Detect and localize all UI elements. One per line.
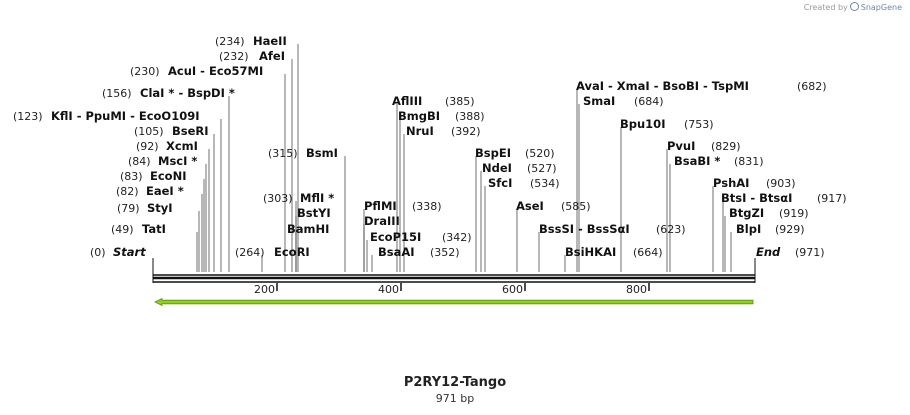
site-name: EaeI * <box>146 184 184 198</box>
ruler: 200 400 600 800 <box>254 283 650 296</box>
site-position: (82) <box>116 185 139 198</box>
site-position: (232) <box>219 50 249 63</box>
site-name: PshAI <box>713 176 749 190</box>
credit-prefix: Created by <box>803 3 848 12</box>
site-position: (831) <box>734 155 764 168</box>
site-position: (585) <box>561 200 591 213</box>
site-name: BssSI - BssSαI <box>539 222 630 236</box>
site-position: (388) <box>455 110 485 123</box>
site-position: (903) <box>766 177 796 190</box>
site-position: (623) <box>656 223 686 236</box>
construct-length: 971 bp <box>435 392 475 405</box>
site-name: TatI <box>142 222 166 236</box>
site-position: (338) <box>412 200 442 213</box>
site-name: NdeI <box>482 161 512 175</box>
site-position: (682) <box>797 80 827 93</box>
site-position: (352) <box>430 246 460 259</box>
site-name: Start <box>113 245 146 259</box>
site-name: MflI * <box>300 191 334 205</box>
site-position: (84) <box>128 155 151 168</box>
site-name: PvuI <box>667 139 695 153</box>
snapgene-credit: Created by SnapGene <box>804 2 902 12</box>
site-position: (929) <box>775 223 805 236</box>
site-position: (829) <box>711 140 741 153</box>
site-name: EcoP15I <box>370 230 421 244</box>
site-position: (156) <box>102 87 132 100</box>
site-name: XcmI <box>166 139 198 153</box>
site-name: BtsI - BtsαI <box>721 191 792 205</box>
site-position: (342) <box>442 231 472 244</box>
site-name: BsmI <box>306 146 338 160</box>
ruler-tick-label: 200 <box>254 283 275 296</box>
feature-arrow <box>154 297 754 307</box>
site-name: BamHI <box>287 222 329 236</box>
site-name: BsaAI <box>378 245 415 259</box>
site-name: NruI <box>406 124 434 138</box>
site-position: (315) <box>268 147 298 160</box>
ruler-tick-label: 400 <box>378 283 399 296</box>
site-name: DraIII <box>364 214 400 228</box>
site-position: (392) <box>451 125 481 138</box>
snapgene-logo-icon <box>849 2 859 11</box>
site-name: BsiHKAI <box>565 245 616 259</box>
site-name: AseI <box>516 199 544 213</box>
site-position: (919) <box>779 207 809 220</box>
site-position: (303) <box>263 192 293 205</box>
site-name: EcoNI <box>150 169 186 183</box>
site-labels: Start(0)TatI(49)StyI(79)EaeI *(82)EcoNI(… <box>13 34 847 259</box>
site-position: (385) <box>445 95 475 108</box>
site-name: BstYI <box>297 206 331 220</box>
site-name: AflIII <box>392 94 422 108</box>
site-position: (105) <box>134 125 164 138</box>
site-position: (684) <box>634 95 664 108</box>
site-name: KflI - PpuMI - EcoO109I <box>51 109 199 123</box>
site-name: AvaI - XmaI - BsoBI - TspMI <box>576 79 749 93</box>
site-position: (79) <box>117 202 140 215</box>
site-name: EcoRI <box>274 245 310 259</box>
site-position: (0) <box>90 246 106 259</box>
site-position: (534) <box>530 177 560 190</box>
ruler-tick-label: 800 <box>626 283 647 296</box>
site-name: PflMI <box>364 199 397 213</box>
credit-brand: SnapGene <box>860 3 902 12</box>
site-name: AfeI <box>259 49 285 63</box>
feature-arrow-shape <box>154 297 754 307</box>
site-position: (917) <box>817 192 847 205</box>
site-position: (234) <box>215 35 245 48</box>
site-position: (264) <box>235 246 265 259</box>
site-name: BmgBI <box>398 109 440 123</box>
site-name: BseRI <box>172 124 209 138</box>
site-name: SfcI <box>488 176 512 190</box>
site-position: (230) <box>130 65 160 78</box>
site-leaders <box>152 44 756 272</box>
site-name: BspEI <box>475 146 511 160</box>
site-name: BtgZI <box>729 206 764 220</box>
ruler-tick-label: 600 <box>502 283 523 296</box>
site-name: SmaI <box>583 94 615 108</box>
site-name: MscI * <box>158 154 197 168</box>
site-position: (49) <box>111 223 134 236</box>
site-name: HaeII <box>253 34 287 48</box>
site-name: AcuI - Eco57MI <box>168 64 263 78</box>
site-name: ClaI * - BspDI * <box>140 86 235 100</box>
site-name: End <box>756 245 781 259</box>
site-position: (83) <box>120 170 143 183</box>
site-position: (753) <box>684 118 714 131</box>
site-position: (123) <box>13 110 43 123</box>
site-name: BsaBI * <box>674 154 720 168</box>
site-name: Bpu10I <box>620 117 665 131</box>
site-name: BlpI <box>736 222 761 236</box>
site-position: (971) <box>795 246 825 259</box>
construct-name: P2RY12-Tango <box>403 375 507 390</box>
site-name: StyI <box>147 201 173 215</box>
site-position: (664) <box>633 246 663 259</box>
site-position: (527) <box>527 162 557 175</box>
site-position: (92) <box>136 140 159 153</box>
sequence-backbone <box>152 258 756 283</box>
site-position: (520) <box>525 147 555 160</box>
